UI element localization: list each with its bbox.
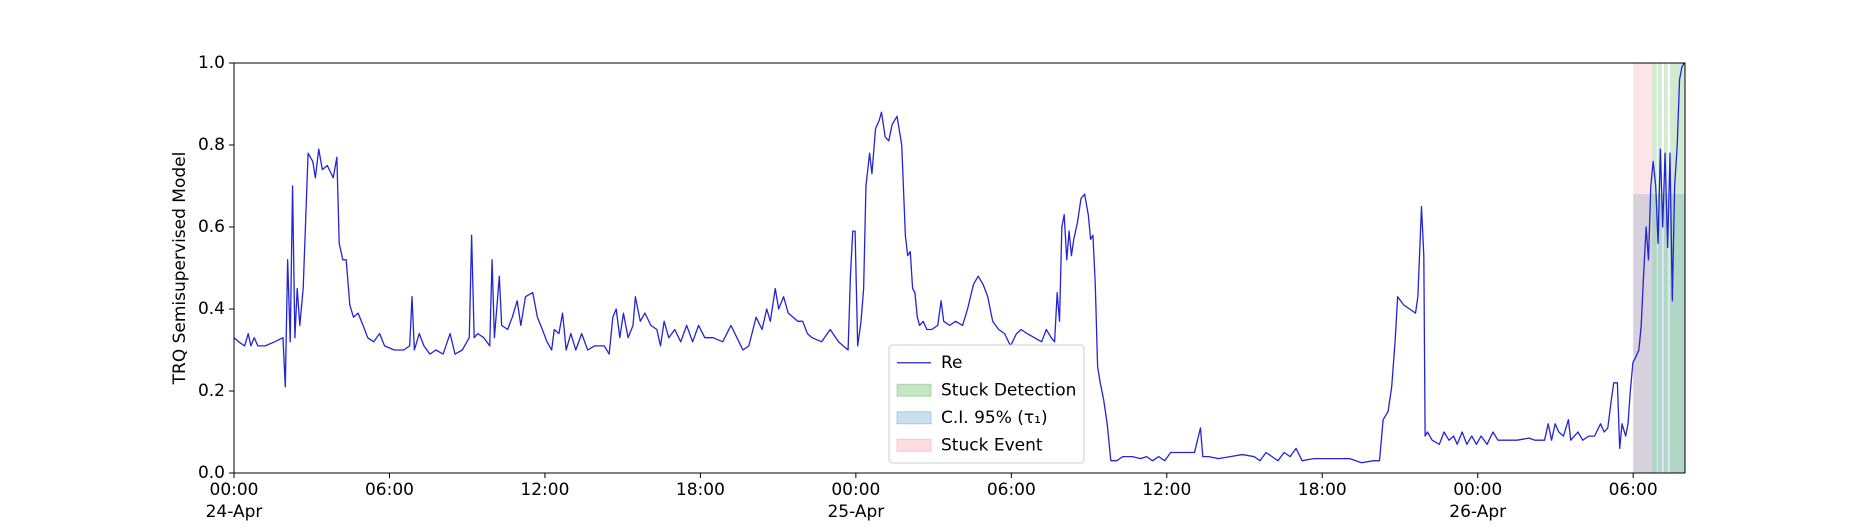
legend-label: Stuck Event [941,435,1043,455]
plot-frame [233,62,1686,474]
legend-patch [896,411,932,425]
shaded-region [1669,63,1685,473]
x-date-label: 25-Apr [827,502,884,522]
x-tick-label: 12:00 [520,480,569,500]
shaded-region [1652,63,1657,473]
y-tick-label: 0.2 [198,381,225,401]
y-tick-label: 1.0 [198,53,225,73]
x-tick-label: 00:00 [1453,480,1502,500]
x-date-label: 26-Apr [1449,502,1506,522]
legend-patch [896,438,932,452]
x-tick-label: 06:00 [365,480,414,500]
shaded-region [1658,63,1662,473]
legend-label: C.I. 95% (τ₁) [941,408,1048,428]
y-tick-label: 0.6 [198,217,225,237]
data-line [233,62,1685,464]
x-tick-label: 06:00 [987,480,1036,500]
x-tick-label: 06:00 [1609,480,1658,500]
x-tick-label: 12:00 [1142,480,1191,500]
x-tick-label: 00:00 [831,480,880,500]
legend-box [888,344,1085,464]
x-date-label: 24-Apr [206,502,263,522]
x-tick-label: 18:00 [676,480,725,500]
y-tick-label: 0.8 [198,135,225,155]
shaded-region [1633,194,1685,473]
y-axis-label: TRQ Semisupervised Model [170,152,190,386]
legend-patch [896,383,932,397]
y-tick-label: 0.0 [198,463,225,483]
legend-label: Re [941,353,963,373]
shaded-region [1664,63,1668,473]
x-tick-label: 00:00 [210,480,259,500]
shaded-region [1633,63,1653,473]
y-tick-label: 0.4 [198,299,225,319]
x-tick-label: 18:00 [1298,480,1347,500]
legend-label: Stuck Detection [941,380,1076,400]
